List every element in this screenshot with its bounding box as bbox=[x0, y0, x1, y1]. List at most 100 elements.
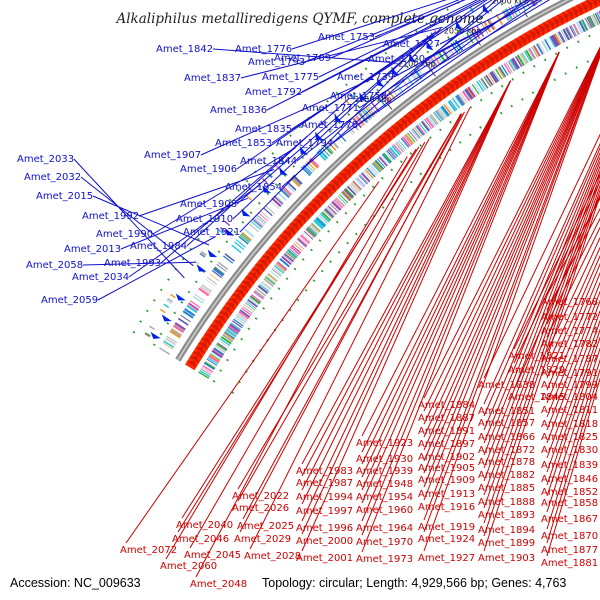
cds-segment-inner bbox=[344, 187, 355, 198]
cds-segment-inner bbox=[276, 262, 287, 272]
leader-line-right bbox=[423, 54, 600, 533]
leader-line-right bbox=[195, 138, 430, 578]
feature-mark bbox=[200, 252, 206, 257]
gene-label-amet-2059: Amet_2059 bbox=[41, 295, 98, 306]
gene-label-amet-1954: Amet_1954 bbox=[356, 492, 413, 503]
cds-segment-outer bbox=[260, 210, 270, 220]
forward-gene-arrow bbox=[451, 79, 459, 90]
cds-segment-inner bbox=[325, 206, 336, 217]
cds-segment-inner bbox=[213, 347, 225, 356]
cds-segment-outer bbox=[441, 48, 450, 60]
gene-label-amet-1794: Amet_1794 bbox=[276, 138, 333, 149]
leader-line-right bbox=[546, 281, 600, 418]
gene-label-amet-2013: Amet_2013 bbox=[64, 244, 121, 255]
gene-label-amet-1845: Amet_1845 bbox=[508, 392, 565, 403]
cds-segment-outer bbox=[435, 52, 445, 64]
forward-gene-arrow bbox=[464, 70, 472, 81]
cds-segment-inner bbox=[217, 342, 228, 350]
gene-label-amet-1997: Amet_1997 bbox=[296, 506, 353, 517]
gene-label-amet-1775: Amet_1775 bbox=[262, 72, 319, 83]
cds-segment-inner bbox=[314, 218, 325, 229]
forward-gene-arrow bbox=[238, 285, 248, 293]
cds-segment-outer bbox=[323, 144, 333, 155]
feature-mark bbox=[262, 178, 268, 184]
cds-segment-outer bbox=[250, 221, 261, 230]
gene-label-amet-1884: Amet_1884 bbox=[418, 400, 475, 411]
forward-gene-arrow bbox=[192, 351, 203, 359]
gene-label-amet-1866: Amet_1866 bbox=[478, 432, 535, 443]
cds-segment-inner bbox=[469, 85, 478, 97]
cds-segment-inner bbox=[388, 147, 398, 158]
cds-segment-inner bbox=[341, 190, 352, 201]
cds-segment-inner bbox=[296, 238, 307, 248]
cds-segment-inner bbox=[268, 272, 279, 282]
cds-segment-outer bbox=[244, 228, 255, 238]
feature-mark bbox=[320, 120, 326, 126]
forward-gene-arrow bbox=[370, 143, 379, 153]
forward-gene-arrow bbox=[538, 24, 546, 36]
cds-segment-inner bbox=[310, 222, 321, 233]
cds-segment-inner bbox=[566, 26, 574, 39]
cds-segment-inner bbox=[352, 181, 362, 191]
cds-segment-inner bbox=[246, 301, 257, 309]
forward-gene-arrow bbox=[312, 199, 321, 208]
feature-mark bbox=[144, 333, 151, 338]
cds-segment-inner bbox=[385, 151, 394, 161]
map-title: Alkaliphilus metalliredigens QYMF, compl… bbox=[114, 11, 483, 27]
cds-segment-inner bbox=[467, 86, 476, 98]
gene-label-amet-2034: Amet_2034 bbox=[72, 272, 129, 283]
gene-label-amet-1906: Amet_1906 bbox=[180, 164, 237, 175]
cds-segment-outer bbox=[194, 293, 205, 302]
leader-line-left bbox=[357, 0, 542, 126]
gene-label-amet-2000: Amet_2000 bbox=[296, 536, 353, 547]
cds-segment-inner bbox=[316, 216, 327, 226]
forward-gene-arrow bbox=[542, 22, 550, 33]
gene-label-amet-1909: Amet_1909 bbox=[418, 475, 475, 486]
cds-segment-inner bbox=[286, 249, 297, 259]
forward-gene-arrow bbox=[566, 9, 574, 21]
leader-line-right bbox=[361, 51, 560, 553]
cds-segment-outer bbox=[184, 308, 196, 317]
forward-gene-arrow bbox=[387, 129, 395, 139]
leader-line-right bbox=[423, 49, 600, 451]
gene-label-amet-1992: Amet_1992 bbox=[82, 211, 139, 222]
cds-segment-inner bbox=[287, 249, 298, 258]
cds-segment-inner bbox=[261, 280, 272, 289]
gene-label-amet-1927: Amet_1927 bbox=[418, 553, 475, 564]
leader-line-right bbox=[483, 178, 600, 509]
gene-label-amet-1870: Amet_1870 bbox=[541, 531, 598, 542]
cds-segment-inner bbox=[274, 265, 285, 274]
forward-gene-arrow bbox=[323, 187, 332, 197]
forward-gene-arrow bbox=[289, 223, 299, 232]
leader-line-left bbox=[232, 36, 429, 220]
cds-segment-inner bbox=[565, 27, 573, 39]
leader-line-right bbox=[483, 142, 600, 405]
cds-segment-outer bbox=[329, 138, 339, 149]
gene-label-amet-2046: Amet_2046 bbox=[172, 534, 229, 545]
cds-segment-outer bbox=[300, 166, 311, 177]
leader-line-left bbox=[318, 0, 479, 78]
forward-gene-arrow bbox=[374, 139, 383, 149]
leader-line-right bbox=[361, 51, 560, 536]
forward-gene-arrow bbox=[446, 82, 455, 93]
forward-gene-arrow bbox=[586, 0, 593, 11]
forward-gene-arrow bbox=[420, 102, 429, 112]
gene-label-amet-1753: Amet_1753 bbox=[318, 32, 375, 43]
cds-segment-inner bbox=[243, 304, 255, 312]
cds-segment-outer bbox=[241, 232, 252, 242]
leader-line-right bbox=[423, 46, 600, 399]
cds-segment-inner bbox=[429, 114, 438, 126]
cds-segment-outer bbox=[316, 150, 327, 161]
cds-segment-inner bbox=[281, 255, 292, 266]
leader-line-left bbox=[332, 0, 528, 144]
cds-segment-inner bbox=[507, 60, 516, 72]
right-leader-lines bbox=[125, 46, 600, 578]
cds-segment-inner bbox=[487, 73, 495, 85]
reverse-gene-arrow bbox=[241, 208, 251, 217]
cds-segment-outer bbox=[334, 134, 344, 145]
feature-mark bbox=[350, 93, 356, 100]
cds-segment-outer bbox=[235, 239, 246, 248]
cds-segment-inner bbox=[558, 31, 566, 43]
gene-label-amet-1948: Amet_1948 bbox=[356, 479, 413, 490]
forward-gene-arrow bbox=[561, 11, 569, 23]
